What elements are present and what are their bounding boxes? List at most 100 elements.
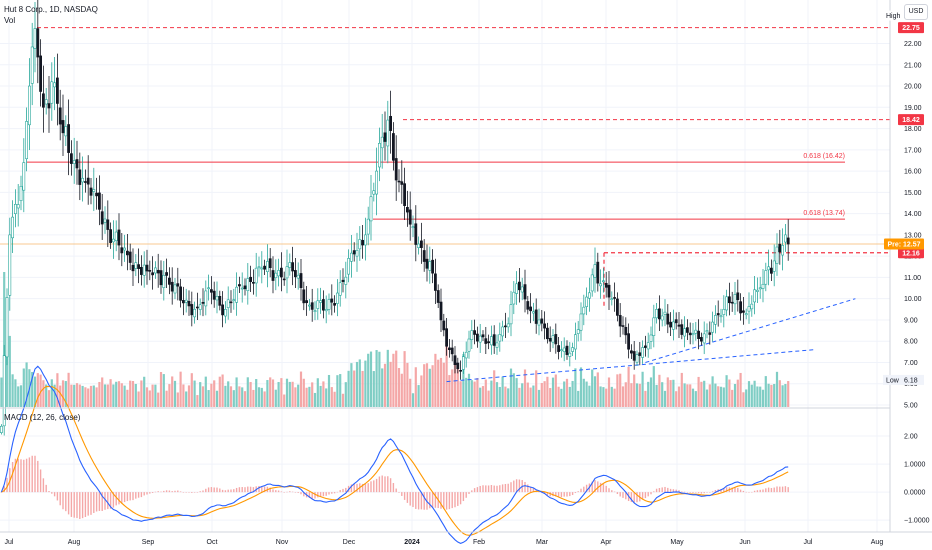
macd-histogram-bar (445, 492, 448, 510)
macd-histogram-bar (277, 490, 280, 493)
macd-histogram-bar (361, 483, 364, 493)
macd-histogram-bar (132, 492, 134, 501)
candle-body (702, 333, 706, 344)
candle-body (235, 286, 239, 303)
macd-histogram-bar (571, 492, 574, 496)
candle-body (232, 299, 236, 301)
macd-histogram-bar (720, 488, 722, 493)
macd-histogram-bar (756, 490, 759, 493)
volume-bar (784, 384, 787, 407)
symbol-title[interactable]: Hut 8 Corp., 1D, NASDAQ (4, 5, 98, 14)
macd-histogram-bar (706, 492, 708, 493)
volume-label[interactable]: Vol (4, 16, 16, 25)
volume-bar (364, 360, 367, 407)
volume-bar (19, 385, 23, 407)
macd-histogram-bar (513, 480, 515, 493)
macd-histogram-bar (303, 492, 305, 497)
volume-bar (764, 376, 767, 407)
candle-body (470, 330, 474, 340)
macd-histogram-bar (429, 492, 431, 509)
macd-histogram-bar (622, 492, 624, 498)
candle-body (159, 270, 163, 286)
volume-bar (613, 388, 616, 407)
volume-bar (215, 390, 219, 407)
volume-bar (367, 353, 370, 407)
volume-bar (633, 374, 636, 407)
volume-bar (641, 371, 644, 407)
candle-body (140, 267, 143, 275)
volume-bar (375, 350, 378, 407)
candle-body (400, 181, 404, 185)
candle-body (643, 345, 647, 348)
macd-histogram-bar (560, 492, 563, 498)
candle-body (783, 234, 787, 243)
price-axis[interactable]: 5.006.007.008.009.0010.0011.0012.0013.00… (904, 41, 922, 409)
macd-histogram-bar (311, 492, 313, 499)
candle-body (459, 369, 463, 372)
candle-body (100, 211, 104, 225)
volume-bar (213, 380, 216, 407)
candle-body (55, 77, 59, 104)
macd-histogram-bar (725, 487, 728, 493)
high-label: High (886, 13, 901, 20)
volume-bar (686, 384, 689, 407)
macd-histogram-bar (641, 492, 644, 500)
low-label: Low (886, 377, 900, 384)
candle-body (201, 301, 205, 304)
macd-histogram-bar (294, 492, 297, 493)
candle-body (215, 296, 219, 301)
volume-bar (585, 381, 588, 407)
candle-body (218, 295, 222, 306)
time-tick-label: Jun (739, 539, 750, 546)
candle-body (750, 303, 754, 310)
price-tick-label: 21.00 (904, 62, 922, 69)
candle-body (680, 324, 684, 335)
candle-body (238, 284, 241, 287)
macd-histogram-bar (510, 482, 512, 493)
candle-body (554, 334, 558, 345)
volume-bar (173, 380, 177, 407)
macd-histogram-bar (70, 492, 73, 517)
price-tick-label: 19.00 (904, 105, 922, 112)
candle-body (8, 234, 12, 296)
volume-bar (165, 390, 168, 407)
candle-body (772, 260, 776, 272)
macd-histogram-bar (224, 490, 227, 493)
volume-bar (336, 375, 339, 407)
candle-body (142, 264, 146, 276)
macd-histogram-bar (79, 492, 81, 519)
macd-label[interactable]: MACD (12, 26, close) (4, 413, 81, 422)
macd-histogram-bar (59, 492, 61, 506)
volume-bar (445, 345, 448, 407)
macd-axis[interactable]: −1.0000 0.0000 1.0000 2.00 (904, 434, 930, 525)
trendlines[interactable] (446, 298, 856, 383)
volume-bar (756, 386, 759, 407)
high-row (883, 10, 924, 21)
macd-histogram-bar (398, 492, 400, 493)
price-levels[interactable]: 0.618 (16.42) 0.618 (13.74) (0, 27, 890, 308)
macd-histogram-bar (353, 484, 355, 493)
currency-button[interactable]: USD (904, 4, 928, 20)
volume-bar (448, 375, 451, 407)
macd-histogram-bar (608, 488, 610, 493)
candle-body (758, 287, 762, 290)
macd-histogram-bar (199, 491, 201, 493)
macd-histogram-bar (723, 488, 725, 493)
macd-histogram-bar (154, 491, 157, 493)
candle-body (271, 270, 275, 281)
macd-histogram-bar (109, 492, 112, 509)
time-axis[interactable]: Jul Aug Sep Oct Nov Dec 2024 Feb Mar Apr May Jun Jul… (5, 539, 884, 546)
macd-histogram-bar (574, 492, 577, 494)
macd-histogram-bar (594, 480, 596, 493)
macd-histogram-bar (308, 492, 311, 499)
volume-bar (266, 380, 269, 407)
candle-body (425, 258, 429, 269)
candle-body (660, 315, 664, 321)
macd-histogram-bar (104, 492, 106, 510)
candle-body (699, 337, 703, 342)
volume-bar (61, 380, 65, 407)
volume-bar (246, 377, 249, 407)
candle-body (484, 338, 488, 344)
candle-body (713, 315, 717, 325)
